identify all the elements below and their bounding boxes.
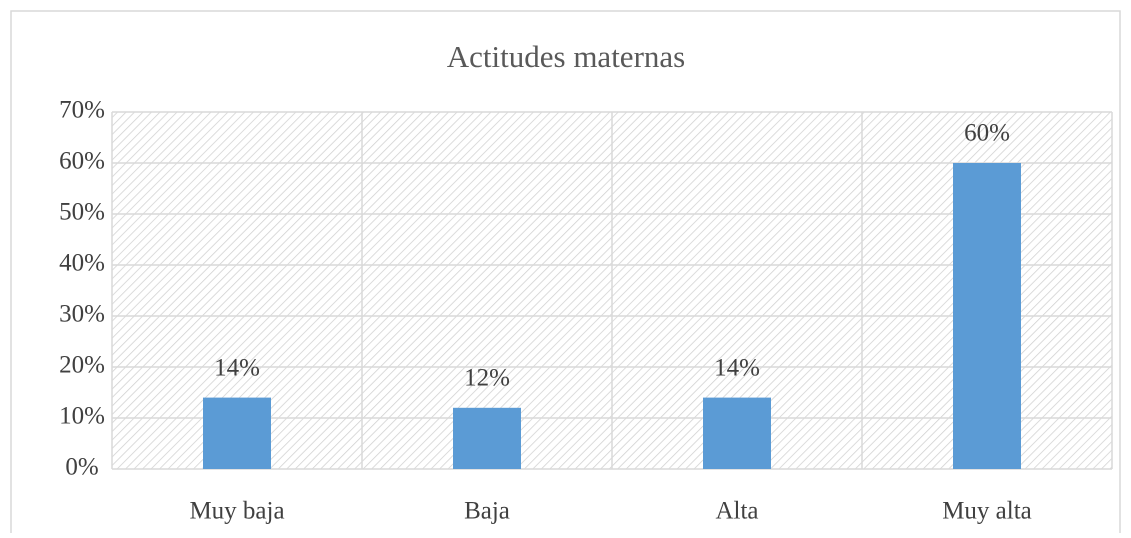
value-label: 12% [464,365,510,392]
bar [953,163,1021,469]
y-tick-label: 70% [59,97,105,124]
x-tick-label: Muy baja [189,498,284,525]
y-tick-label: 40% [59,250,105,277]
y-tick-label: 10% [59,403,105,430]
y-tick-label: 50% [59,199,105,226]
chart-title: Actitudes maternas [447,39,685,74]
x-tick-label: Muy alta [942,498,1032,525]
value-label: 60% [964,120,1010,147]
y-tick-label: 60% [59,148,105,175]
bar [453,407,521,469]
bar [703,397,771,469]
x-tick-label: Alta [715,498,758,525]
value-label: 14% [714,354,760,381]
y-tick-label: 0% [65,454,98,481]
value-label: 14% [214,354,260,381]
bar [203,397,271,469]
y-tick-label: 20% [59,352,105,379]
y-tick-label: 30% [59,301,105,328]
x-tick-label: Baja [464,498,510,525]
